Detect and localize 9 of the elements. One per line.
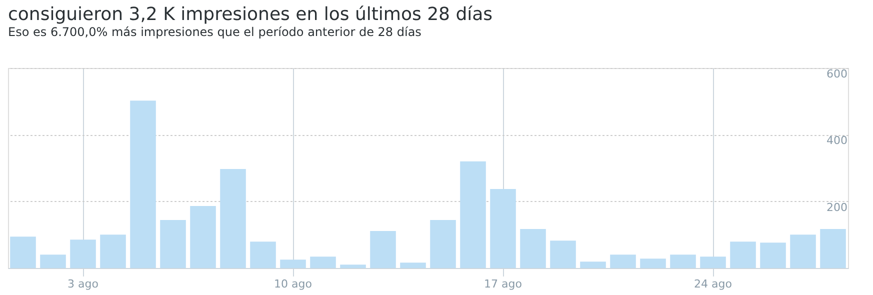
y-tick-label: 400: [826, 134, 848, 148]
chart-title: consiguieron 3,2 K impresiones en los últimos 28 días: [8, 4, 493, 25]
y-tick-label: 200: [826, 200, 848, 214]
x-tick-label: 24 ago: [694, 278, 732, 290]
x-tick-label: 3 ago: [68, 278, 99, 290]
x-tick-label: 10 ago: [274, 278, 312, 290]
chart-subtitle: Eso es 6.700,0% más impresiones que el período anterior de 28 días: [8, 25, 422, 39]
x-tick-label: 17 ago: [484, 278, 522, 290]
y-tick-label: 600: [826, 68, 848, 80]
